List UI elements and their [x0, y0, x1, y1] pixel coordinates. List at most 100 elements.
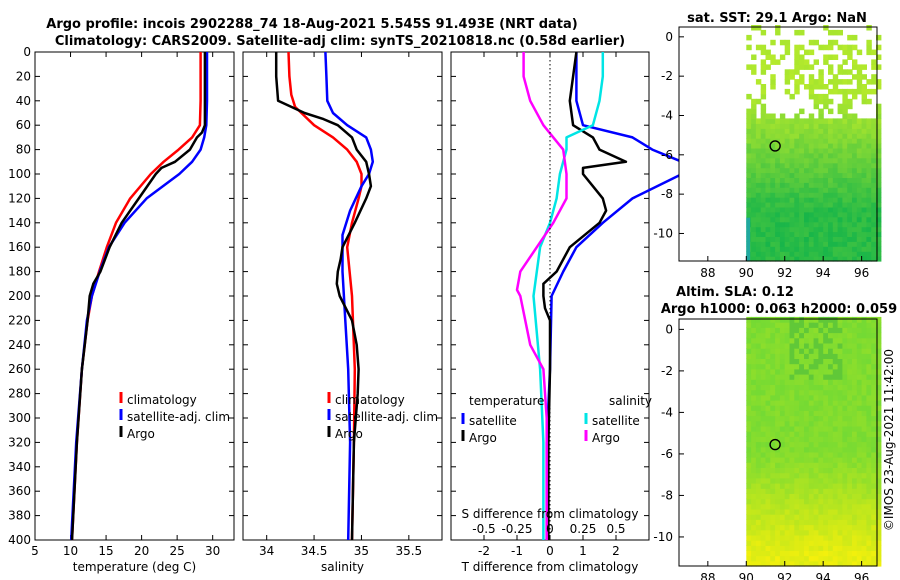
map-cell	[779, 342, 786, 349]
map-cell	[876, 162, 882, 169]
map-cell	[755, 162, 762, 169]
y-tick-label: 360	[8, 484, 31, 498]
map-cell	[755, 399, 762, 406]
map-cell	[852, 368, 858, 375]
map-cell	[804, 374, 810, 380]
map-cell	[799, 467, 805, 474]
map-cell	[828, 534, 834, 541]
map-cell	[784, 256, 791, 262]
map-cell	[775, 256, 781, 262]
map-cell	[794, 342, 800, 349]
map-cell	[804, 327, 810, 334]
map-cell	[837, 316, 843, 323]
map-cell	[818, 379, 824, 385]
map-cell	[760, 472, 767, 479]
map-cell	[828, 508, 834, 515]
map-cell	[751, 118, 757, 124]
map-cell	[804, 316, 810, 323]
map-cell	[847, 226, 853, 233]
map-cell	[794, 374, 800, 380]
map-cell	[765, 431, 771, 437]
map-cell	[775, 472, 781, 479]
map-cell	[794, 157, 800, 164]
map-cell	[765, 493, 771, 500]
map-cell	[842, 477, 848, 484]
map-cell	[746, 128, 752, 134]
map-cell	[856, 420, 863, 427]
map-cell	[799, 410, 805, 417]
map-cell	[789, 405, 795, 411]
map-cell	[876, 177, 882, 183]
map-cell	[813, 138, 819, 144]
map-cell	[823, 368, 829, 375]
map-cell	[813, 405, 819, 411]
map-cell	[813, 118, 819, 124]
map-cell	[832, 534, 839, 541]
map-cell	[871, 172, 877, 178]
map-cell	[789, 246, 795, 252]
map-cell	[828, 202, 834, 208]
map-cell	[775, 514, 781, 520]
map-cell	[876, 342, 882, 349]
map-cell	[871, 374, 877, 380]
map-cell	[804, 162, 810, 169]
map-cell	[861, 405, 867, 411]
map-cell	[861, 389, 867, 396]
map-cell	[755, 457, 762, 463]
map-cell	[818, 152, 824, 159]
sla-map-title-line2: Argo h1000: 0.063 h2000: 0.059	[661, 302, 897, 317]
map-cell	[861, 368, 867, 375]
map-cell	[866, 327, 872, 334]
map-cell	[818, 316, 824, 323]
map-cell	[856, 405, 863, 411]
map-cell	[861, 467, 867, 474]
map-cell	[876, 405, 882, 411]
map-cell	[789, 123, 795, 129]
map-cell	[784, 251, 791, 257]
map-cell	[770, 316, 776, 323]
map-cell	[871, 534, 877, 541]
map-cell	[794, 560, 800, 567]
map-cell	[861, 162, 867, 169]
map-cell	[765, 405, 771, 411]
map-cell	[823, 550, 829, 557]
map-cell	[852, 246, 858, 252]
x-tick-label: 92	[777, 266, 792, 280]
map-cell	[775, 451, 781, 458]
map-cell	[794, 123, 800, 129]
map-cell	[876, 425, 882, 432]
map-cell	[861, 322, 867, 328]
map-cell	[755, 524, 762, 531]
map-cell	[828, 384, 834, 391]
map-cell	[847, 231, 853, 237]
map-cell	[779, 256, 786, 262]
map-cell	[765, 322, 771, 328]
map-cell	[751, 483, 757, 489]
map-cell	[842, 226, 848, 233]
map-cell	[818, 524, 824, 531]
map-cell	[799, 524, 805, 531]
map-cell	[871, 133, 877, 139]
map-cell	[784, 446, 791, 453]
map-cell	[760, 524, 767, 531]
map-cell	[760, 363, 767, 370]
map-cell	[832, 216, 839, 223]
map-cell	[784, 462, 791, 468]
map-cell	[842, 44, 848, 51]
map-cell	[852, 152, 858, 159]
map-cell	[876, 167, 882, 174]
map-cell	[871, 462, 877, 468]
map-cell	[847, 118, 853, 124]
map-cell	[804, 379, 810, 385]
map-cell	[775, 197, 781, 203]
map-cell	[784, 187, 791, 193]
map-cell	[775, 231, 781, 237]
map-cell	[861, 182, 867, 188]
map-cell	[837, 540, 843, 546]
map-cell	[832, 467, 839, 474]
map-cell	[784, 147, 791, 154]
map-cell	[876, 172, 882, 178]
map-cell	[866, 379, 872, 385]
map-cell	[813, 534, 819, 541]
map-cell	[828, 519, 834, 526]
